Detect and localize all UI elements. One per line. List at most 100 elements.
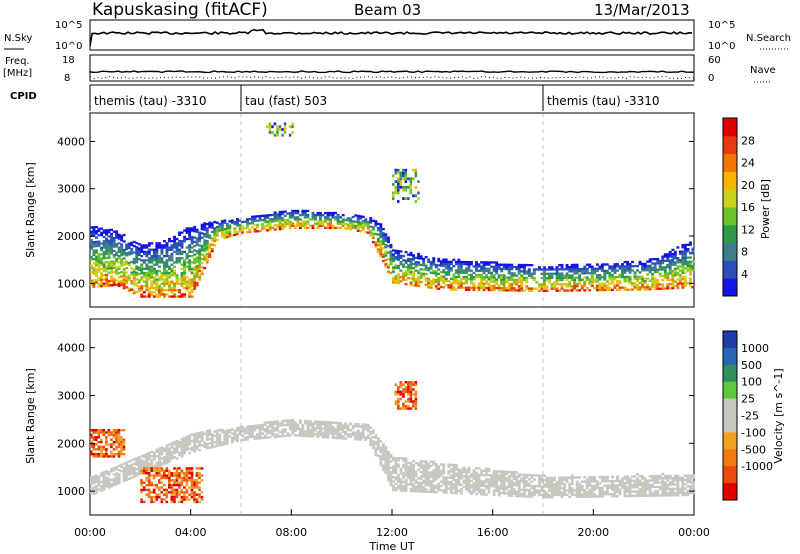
velocity-cell	[623, 475, 627, 478]
velocity-cell	[150, 495, 153, 499]
velocity-cell	[384, 463, 388, 466]
velocity-cell	[512, 492, 516, 495]
velocity-cell	[678, 491, 682, 495]
power-cell	[653, 283, 657, 286]
velocity-cell	[492, 474, 496, 477]
power-cell	[658, 264, 662, 267]
velocity-cell	[666, 487, 670, 491]
velocity-cell	[117, 473, 121, 476]
velocity-cell	[412, 474, 415, 478]
power-cell	[676, 265, 680, 268]
velocity-cell	[465, 488, 468, 491]
velocity-cell	[558, 483, 561, 486]
power-cell	[102, 231, 106, 234]
power-cell	[205, 227, 209, 230]
power-cell	[180, 282, 184, 285]
power-cell	[303, 226, 307, 230]
power-cell	[394, 185, 397, 189]
velocity-cell	[142, 453, 146, 457]
power-cell	[298, 222, 302, 225]
power-cell	[429, 265, 433, 268]
power-cell	[550, 287, 554, 290]
power-cell	[319, 216, 322, 219]
velocity-cell	[392, 458, 395, 462]
power-cell	[276, 215, 280, 218]
power-cell	[459, 271, 463, 274]
power-cell	[648, 260, 652, 263]
velocity-cell	[147, 464, 151, 468]
power-cell	[392, 197, 395, 200]
power-cell	[437, 287, 441, 290]
velocity-cell	[147, 476, 151, 480]
power-cell	[397, 168, 400, 172]
power-cell	[321, 220, 325, 223]
power-cell	[422, 262, 426, 265]
velocity-cell	[170, 457, 174, 460]
velocity-cell	[110, 470, 113, 473]
velocity-cell	[374, 443, 378, 446]
velocity-cell	[160, 476, 164, 480]
power-cell	[598, 288, 602, 292]
velocity-cell	[366, 434, 370, 437]
velocity-cell	[653, 490, 657, 493]
velocity-cell	[538, 478, 541, 482]
velocity-cell	[110, 452, 113, 456]
velocity-cell	[127, 466, 131, 470]
power-cell	[97, 255, 101, 258]
velocity-cell	[495, 470, 499, 473]
velocity-cell	[135, 467, 139, 471]
velocity-cell	[387, 466, 390, 469]
power-cell	[160, 282, 164, 285]
power-cell	[228, 230, 232, 234]
power-cell	[130, 288, 134, 291]
power-cell	[613, 278, 617, 281]
velocity-cell	[145, 459, 149, 462]
power-cell	[230, 219, 234, 222]
velocity-cell	[324, 425, 327, 428]
velocity-cell	[364, 423, 368, 426]
power-cell	[319, 224, 322, 227]
velocity-cell	[319, 431, 322, 434]
velocity-cell	[681, 478, 685, 482]
velocity-cell	[152, 469, 156, 472]
power-cell	[470, 269, 473, 272]
power-cell	[437, 257, 441, 261]
power-cell	[611, 280, 614, 283]
velocity-cell	[381, 464, 385, 467]
power-cell	[178, 231, 181, 234]
velocity-cell	[291, 418, 295, 422]
power-cell	[205, 244, 209, 247]
power-cell	[590, 267, 594, 271]
velocity-cell	[510, 486, 514, 489]
power-cell	[268, 226, 272, 230]
power-cell	[543, 268, 546, 271]
velocity-cell	[472, 477, 476, 481]
velocity-cell	[246, 427, 249, 430]
velocity-cell	[223, 436, 227, 439]
velocity-cell	[344, 422, 348, 425]
velocity-cell	[125, 463, 129, 466]
power-cell	[530, 289, 534, 292]
power-cell	[152, 295, 156, 298]
velocity-cell	[112, 433, 116, 437]
power-cell	[613, 263, 617, 266]
velocity-cell	[163, 476, 166, 480]
power-cell	[558, 274, 561, 277]
velocity-cell	[198, 440, 202, 443]
velocity-cell	[399, 472, 403, 475]
power-cell	[663, 253, 667, 256]
velocity-cell	[100, 485, 103, 488]
velocity-cell	[628, 492, 632, 495]
power-cell	[137, 285, 141, 288]
velocity-cell	[497, 474, 501, 477]
velocity-cell	[389, 477, 393, 480]
power-cell	[510, 285, 514, 288]
power-cell	[225, 231, 229, 234]
velocity-cell	[439, 484, 443, 488]
power-cell	[349, 224, 353, 227]
power-cell	[543, 281, 546, 284]
power-cell	[532, 268, 536, 271]
velocity-cell	[102, 475, 106, 478]
power-cell	[163, 272, 166, 275]
power-cell	[140, 276, 144, 279]
